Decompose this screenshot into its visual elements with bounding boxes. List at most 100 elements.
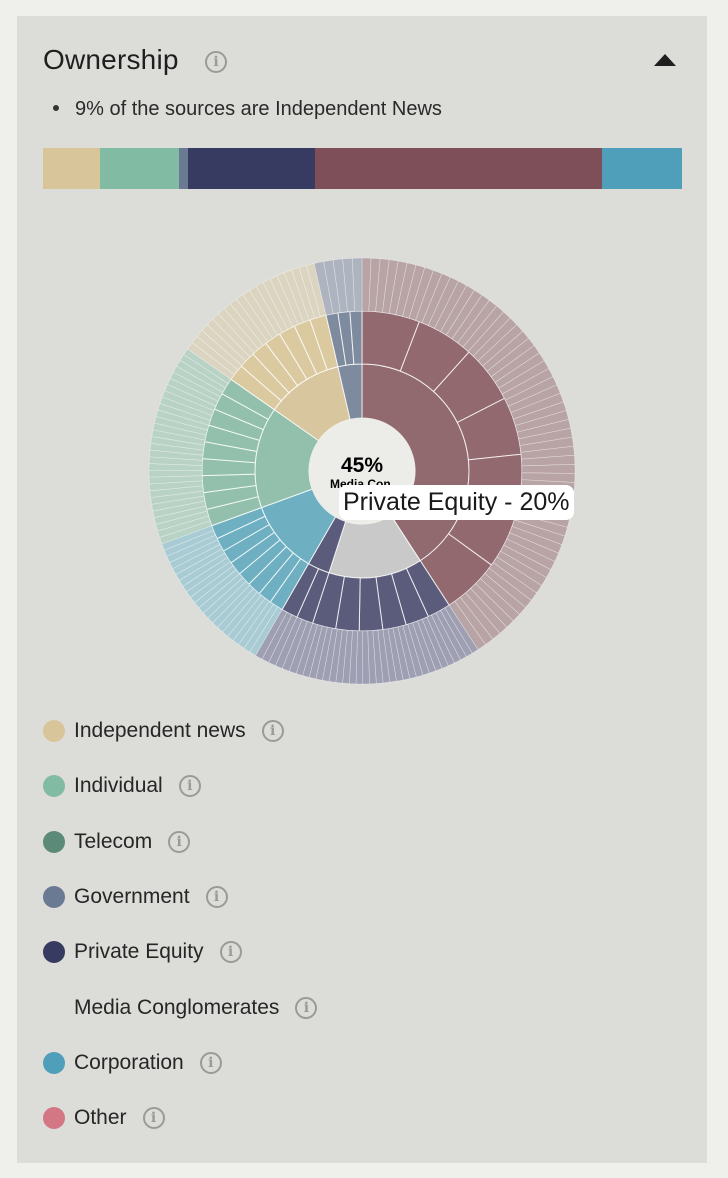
legend-item-corporation[interactable]: Corporation i bbox=[43, 1048, 222, 1078]
info-icon[interactable]: i bbox=[295, 996, 318, 1019]
sunburst-slice[interactable] bbox=[505, 376, 558, 407]
sunburst-slice[interactable] bbox=[207, 580, 251, 624]
sunburst-slice[interactable] bbox=[444, 604, 479, 654]
sunburst-slice[interactable] bbox=[152, 422, 207, 441]
sunburst-slice[interactable] bbox=[249, 606, 283, 656]
sunburst-slice[interactable] bbox=[516, 418, 572, 440]
sunburst-slice[interactable] bbox=[470, 583, 514, 628]
sunburst-slice[interactable] bbox=[281, 618, 308, 672]
sunburst-slice[interactable] bbox=[382, 259, 399, 314]
sunburst-slice[interactable] bbox=[415, 269, 443, 324]
sunburst-slice[interactable] bbox=[255, 282, 289, 333]
sunburst-slice[interactable] bbox=[148, 475, 203, 485]
sunburst-slice[interactable] bbox=[459, 592, 501, 640]
sunburst-slice[interactable] bbox=[375, 258, 390, 313]
sunburst-slice[interactable] bbox=[427, 276, 459, 329]
sunburst-slice[interactable] bbox=[490, 345, 540, 383]
bar-segment-government[interactable] bbox=[179, 148, 188, 189]
sunburst-slice[interactable] bbox=[355, 630, 364, 685]
sunburst-slice[interactable] bbox=[496, 550, 547, 586]
sunburst-slice[interactable] bbox=[515, 410, 569, 433]
sunburst-slice[interactable] bbox=[196, 329, 243, 371]
sunburst-slice[interactable] bbox=[169, 371, 221, 402]
legend-item-private-equity[interactable]: Private Equity i bbox=[43, 937, 242, 967]
sunburst-slice[interactable] bbox=[161, 390, 215, 416]
sunburst-slice[interactable] bbox=[178, 552, 228, 587]
sunburst-slice[interactable] bbox=[503, 538, 556, 571]
info-icon[interactable]: i bbox=[205, 885, 228, 908]
sunburst-slice[interactable] bbox=[159, 396, 213, 421]
legend-item-individual[interactable]: Individual i bbox=[43, 771, 201, 801]
info-icon[interactable]: i bbox=[199, 1051, 222, 1074]
sunburst-slice[interactable] bbox=[382, 628, 397, 683]
sunburst-slice[interactable] bbox=[313, 261, 334, 316]
sunburst-slice[interactable] bbox=[153, 505, 208, 525]
sunburst-slice[interactable] bbox=[198, 573, 244, 614]
sunburst-slice[interactable] bbox=[154, 416, 208, 436]
sunburst-slice[interactable] bbox=[472, 317, 518, 362]
sunburst-slice[interactable] bbox=[475, 578, 520, 622]
sunburst-slice[interactable] bbox=[512, 401, 567, 426]
sunburst-slice[interactable] bbox=[402, 623, 424, 678]
sunburst-slice[interactable] bbox=[518, 427, 573, 446]
sunburst-slice[interactable] bbox=[268, 614, 298, 666]
sunburst-slice[interactable] bbox=[201, 324, 247, 366]
sunburst-slice[interactable] bbox=[416, 618, 443, 672]
sunburst-slice[interactable] bbox=[206, 318, 251, 362]
sunburst-slice[interactable] bbox=[236, 293, 273, 343]
info-icon[interactable]: i bbox=[205, 51, 227, 73]
sunburst-slice[interactable] bbox=[148, 470, 203, 478]
sunburst-slice[interactable] bbox=[510, 392, 564, 420]
sunburst-slice[interactable] bbox=[217, 308, 259, 354]
sunburst-slice[interactable] bbox=[388, 260, 408, 315]
sunburst-slice[interactable] bbox=[302, 624, 323, 678]
sunburst-slice[interactable] bbox=[242, 289, 278, 339]
legend-item-media-conglomerates[interactable]: Media Conglomerates i bbox=[43, 993, 318, 1023]
sunburst-slice[interactable] bbox=[150, 490, 205, 505]
ownership-sunburst-chart[interactable]: 45%Media Con. bbox=[17, 16, 707, 706]
legend-item-independent-news[interactable]: Independent news i bbox=[43, 716, 284, 746]
sunburst-slice[interactable] bbox=[283, 269, 310, 323]
sunburst-slice[interactable] bbox=[229, 298, 269, 346]
sunburst-slice[interactable] bbox=[467, 311, 511, 357]
sunburst-slice[interactable] bbox=[349, 310, 363, 365]
sunburst-slice[interactable] bbox=[308, 625, 328, 680]
sunburst-slice[interactable] bbox=[186, 561, 234, 598]
info-icon[interactable]: i bbox=[168, 830, 191, 853]
sunburst-slice[interactable] bbox=[451, 294, 490, 344]
sunburst-slice[interactable] bbox=[288, 620, 313, 674]
sunburst-slice[interactable] bbox=[342, 630, 353, 684]
sunburst-slice[interactable] bbox=[395, 262, 417, 317]
sunburst-slice[interactable] bbox=[412, 620, 437, 674]
sunburst-slice[interactable] bbox=[342, 257, 356, 312]
bar-segment-independent-news[interactable] bbox=[43, 148, 101, 189]
sunburst-slice[interactable] bbox=[175, 548, 226, 581]
info-icon[interactable]: i bbox=[142, 1107, 165, 1130]
sunburst-slice[interactable] bbox=[431, 612, 461, 664]
sunburst-slice[interactable] bbox=[238, 600, 274, 649]
sunburst-slice[interactable] bbox=[494, 352, 545, 389]
sunburst-slice[interactable] bbox=[486, 337, 535, 378]
sunburst-slice[interactable] bbox=[367, 630, 377, 685]
sunburst-slice[interactable] bbox=[243, 603, 279, 653]
sunburst-slice[interactable] bbox=[408, 267, 434, 321]
sunburst-slice[interactable] bbox=[521, 454, 576, 467]
sunburst-slice[interactable] bbox=[262, 278, 294, 330]
sunburst-slice[interactable] bbox=[166, 534, 218, 563]
bar-segment-corporation[interactable] bbox=[602, 148, 682, 189]
sunburst-slice[interactable] bbox=[498, 360, 550, 395]
sunburst-slice[interactable] bbox=[155, 510, 209, 532]
sunburst-slice[interactable] bbox=[187, 342, 235, 380]
sunburst-slice[interactable] bbox=[521, 464, 576, 474]
bar-segment-media-conglomerates[interactable] bbox=[315, 148, 603, 189]
sunburst-slice[interactable] bbox=[332, 258, 348, 313]
sunburst-slice[interactable] bbox=[274, 616, 303, 669]
sunburst-slice[interactable] bbox=[249, 285, 283, 336]
sunburst-slice[interactable] bbox=[488, 562, 538, 601]
bar-segment-individual[interactable] bbox=[100, 148, 180, 189]
sunburst-slice[interactable] bbox=[377, 629, 391, 684]
sunburst-slice[interactable] bbox=[182, 557, 231, 593]
bar-segment-private-equity[interactable] bbox=[187, 148, 316, 189]
sunburst-slice[interactable] bbox=[151, 429, 206, 446]
sunburst-slice[interactable] bbox=[149, 485, 204, 498]
